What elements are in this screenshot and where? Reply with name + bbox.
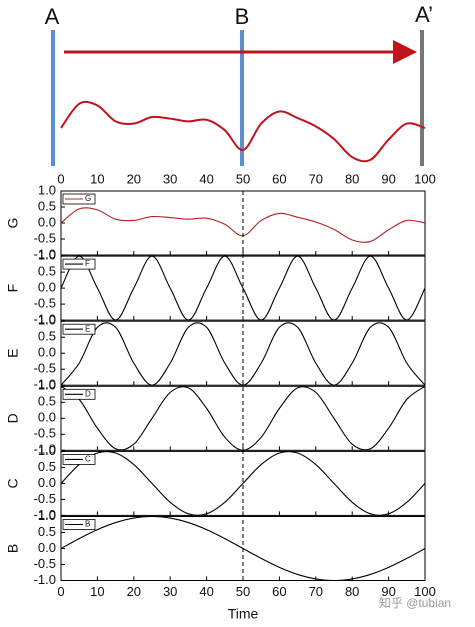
x-tick-label: 0 [57, 171, 64, 186]
x-tick-label: 30 [163, 584, 177, 599]
x-tick-label: 60 [272, 584, 286, 599]
y-tick-label: 1.0 [38, 248, 56, 263]
y-axis-label: D [5, 413, 21, 423]
x-axis-label: Time [228, 606, 259, 622]
signal-curve [60, 100, 426, 163]
y-tick-label: 0.0 [38, 214, 56, 229]
y-tick-label: 0.0 [38, 475, 56, 490]
y-axis-label: C [5, 478, 21, 488]
x-tick-label: 90 [381, 171, 395, 186]
y-tick-label: 0.5 [38, 459, 56, 474]
y-tick-label: 0.0 [38, 540, 56, 555]
y-tick-label: -1.0 [34, 572, 56, 587]
watermark: 知乎 @tubian [379, 596, 451, 610]
y-tick-label: -1.0 [34, 377, 56, 392]
y-tick-label: 0.5 [38, 264, 56, 279]
y-tick-label: -1.0 [34, 246, 56, 261]
y-tick-label: 0.0 [38, 280, 56, 295]
y-axis-label: B [5, 544, 21, 553]
legend-label: D [85, 389, 91, 398]
series-line [60, 451, 426, 516]
y-tick-label: 0.5 [38, 329, 56, 344]
x-tick-label: 20 [127, 584, 141, 599]
x-tick-label: 50 [236, 171, 250, 186]
x-tick-label: 90 [381, 584, 395, 599]
x-tick-label: 20 [127, 171, 141, 186]
y-tick-label: -0.5 [34, 296, 56, 311]
x-tick-label: 80 [345, 171, 359, 186]
legend-label: E [85, 324, 90, 333]
y-axis-label: G [5, 218, 21, 229]
y-tick-label: -1.0 [34, 442, 56, 457]
x-tick-label: 80 [345, 584, 359, 599]
legend-label: B [85, 520, 90, 529]
y-tick-label: -0.5 [34, 361, 56, 376]
point-label: A [45, 4, 60, 29]
x-tick-label: 60 [272, 171, 286, 186]
x-tick-label: 0 [57, 584, 64, 599]
x-tick-label: 100 [414, 171, 436, 186]
x-tick-label: 30 [163, 171, 177, 186]
x-tick-label: 10 [90, 171, 104, 186]
y-tick-label: 1.0 [38, 313, 56, 328]
y-tick-label: -1.0 [34, 507, 56, 522]
y-axis-label: E [5, 349, 21, 358]
y-tick-label: 1.0 [38, 378, 56, 393]
x-tick-label: 100 [414, 584, 436, 599]
y-tick-label: -0.5 [34, 556, 56, 571]
series-line [60, 255, 426, 321]
legend-label: G [85, 194, 91, 203]
series-line [60, 322, 426, 386]
y-tick-label: 0.5 [38, 524, 56, 539]
y-tick-label: 1.0 [38, 443, 56, 458]
y-axis-label: F [5, 284, 21, 293]
x-tick-label: 50 [236, 584, 250, 599]
x-tick-label: 10 [90, 584, 104, 599]
y-tick-label: 0.5 [38, 394, 56, 409]
y-tick-label: 0.5 [38, 198, 56, 213]
x-tick-label: 70 [309, 584, 323, 599]
y-tick-label: -1.0 [34, 312, 56, 327]
point-label: A’ [415, 2, 433, 27]
y-tick-label: 1.0 [38, 182, 56, 197]
legend-label: F [85, 259, 90, 268]
x-tick-label: 40 [199, 584, 213, 599]
y-tick-label: 0.0 [38, 345, 56, 360]
y-tick-label: -0.5 [34, 230, 56, 245]
point-label: B [235, 4, 250, 29]
y-tick-label: 0.0 [38, 410, 56, 425]
y-tick-label: -0.5 [34, 426, 56, 441]
y-tick-label: 1.0 [38, 508, 56, 523]
y-tick-label: -0.5 [34, 491, 56, 506]
x-tick-label: 70 [309, 171, 323, 186]
legend-label: C [85, 455, 91, 464]
x-tick-label: 40 [199, 171, 213, 186]
